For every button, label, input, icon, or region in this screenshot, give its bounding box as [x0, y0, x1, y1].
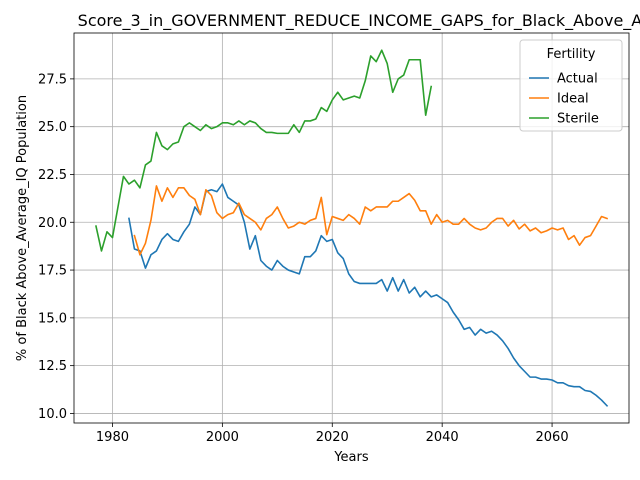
- legend-label-ideal: Ideal: [557, 92, 589, 107]
- x-tick-label: 2000: [206, 430, 239, 445]
- plot-frame: [73, 32, 630, 424]
- chart-title: Score_3_in_GOVERNMENT_REDUCE_INCOME_GAPS…: [78, 11, 640, 31]
- legend-frame: [519, 39, 623, 132]
- y-tick-label: 15.0: [38, 311, 67, 326]
- x-tick-label: 2040: [426, 430, 459, 445]
- legend: Fertility Actual Ideal Sterile: [519, 39, 623, 132]
- legend-label-actual: Actual: [557, 72, 598, 87]
- x-axis-label: Years: [333, 450, 369, 465]
- y-tick-label: 20.0: [38, 216, 67, 231]
- y-axis-ticks: 10.0 12.5 15.0 17.5 20.0 22.5 25.0 27.5: [38, 72, 74, 422]
- legend-title: Fertility: [547, 47, 596, 62]
- y-tick-label: 22.5: [38, 168, 67, 183]
- x-tick-label: 2020: [316, 430, 349, 445]
- series-line-ideal: [133, 185, 609, 256]
- x-axis-ticks: 1980 2000 2020 2040 2060: [96, 423, 569, 445]
- x-tick-label: 2060: [536, 430, 569, 445]
- y-tick-label: 17.5: [38, 264, 67, 279]
- series-line-sterile: [95, 49, 433, 252]
- y-tick-label: 10.0: [38, 407, 67, 422]
- series-lines: [95, 49, 609, 407]
- legend-label-sterile: Sterile: [557, 112, 599, 127]
- y-tick-label: 12.5: [38, 359, 67, 374]
- x-tick-label: 1980: [96, 430, 129, 445]
- y-axis-label: % of Black Above_Average_IQ Population: [15, 95, 30, 361]
- y-tick-label: 27.5: [38, 72, 67, 87]
- y-tick-label: 25.0: [38, 120, 67, 135]
- series-line-actual: [128, 183, 609, 407]
